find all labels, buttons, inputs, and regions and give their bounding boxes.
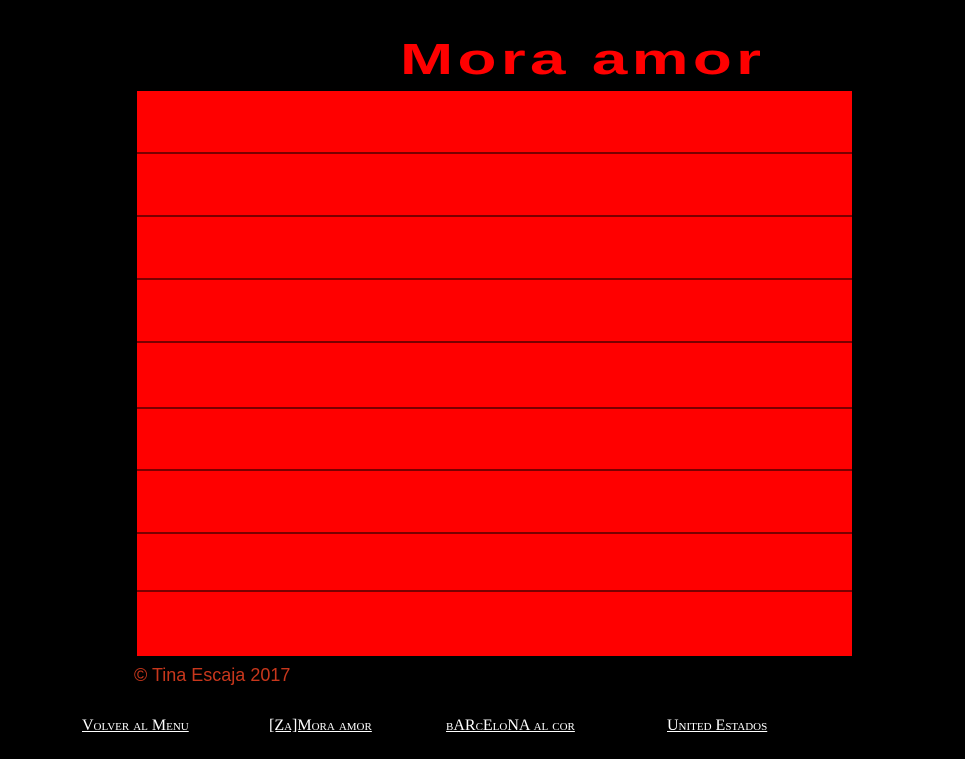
stripe-5[interactable] xyxy=(137,343,852,409)
stripe-3[interactable] xyxy=(137,217,852,280)
stripe-8[interactable] xyxy=(137,534,852,592)
page-title: Mora amor xyxy=(400,35,766,84)
stripe-7[interactable] xyxy=(137,471,852,534)
stripe-6[interactable] xyxy=(137,409,852,471)
copyright: © Tina Escaja 2017 xyxy=(134,665,291,685)
nav-united-estados[interactable]: United Estados xyxy=(667,717,768,734)
stripe-2[interactable] xyxy=(137,154,852,217)
stripe-1[interactable] xyxy=(137,91,852,154)
nav-zamora-amor[interactable]: [Za]Mora amor xyxy=(269,717,372,734)
stripe-9[interactable] xyxy=(137,592,852,656)
nav-barcelona-al-cor[interactable]: bARcEloNA al cor xyxy=(446,717,575,734)
stripe-4[interactable] xyxy=(137,280,852,343)
nav-volver-al-menu[interactable]: Volver al Menu xyxy=(82,717,189,734)
